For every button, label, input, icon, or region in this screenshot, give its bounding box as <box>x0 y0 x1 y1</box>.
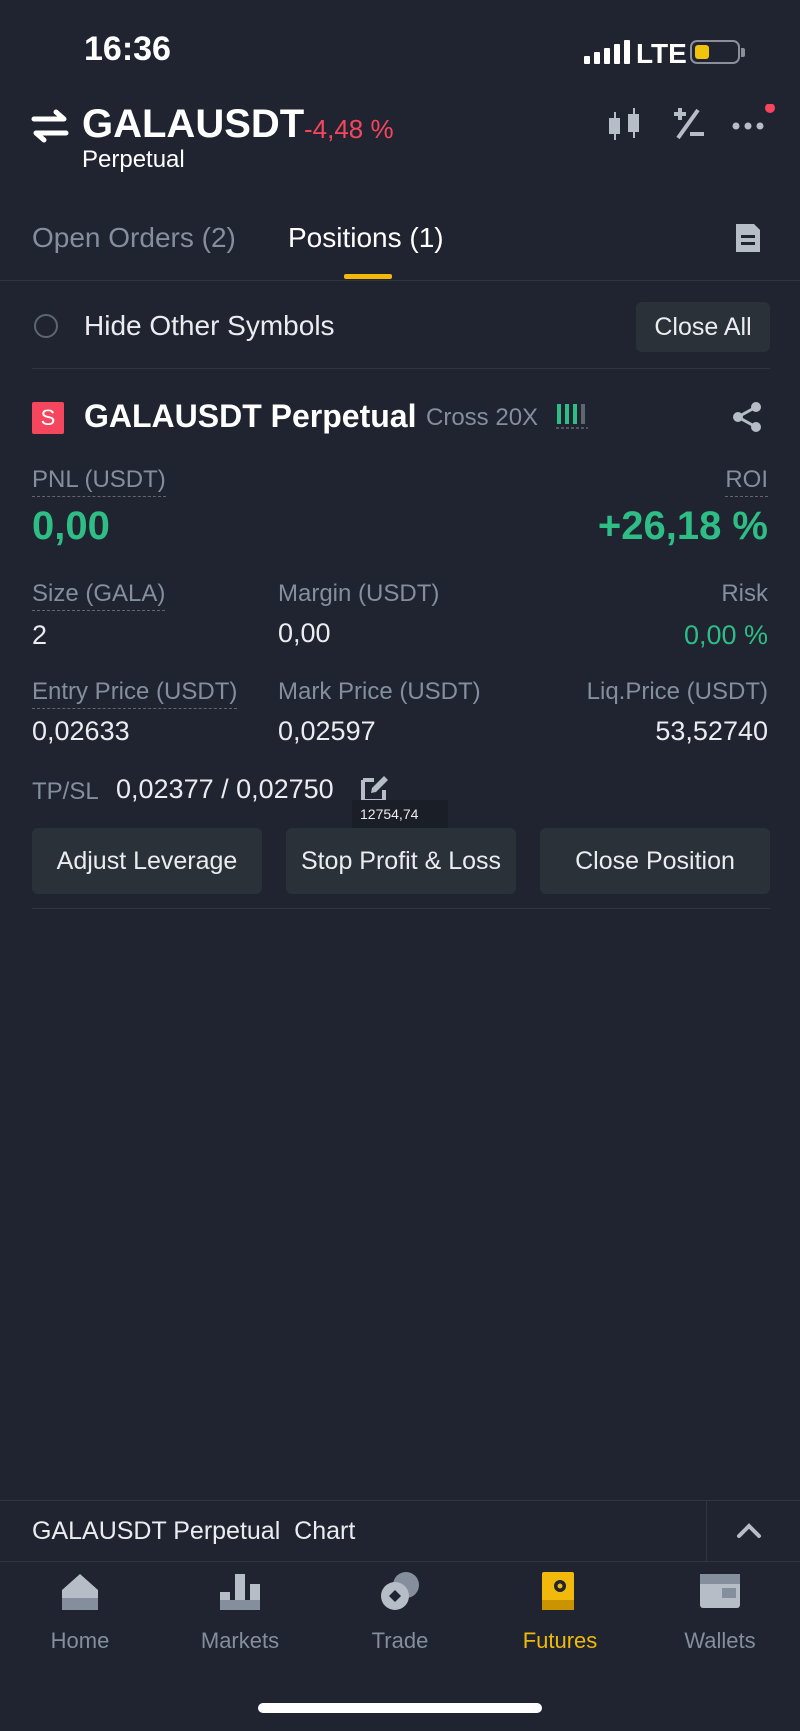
nav-trade[interactable]: Trade <box>320 1570 480 1654</box>
signal-icon <box>584 40 630 64</box>
mark-price-value: 0,02597 <box>278 716 376 746</box>
close-position-button[interactable]: Close Position <box>540 828 770 894</box>
tab-open-orders[interactable]: Open Orders (2) <box>32 222 236 253</box>
roi-value: +26,18 % <box>597 504 768 548</box>
adl-bars-icon <box>556 404 588 429</box>
chart-drawer-label: GALAUSDT Perpetual Chart <box>32 1517 356 1545</box>
risk-label: Risk <box>721 580 768 607</box>
position-title[interactable]: GALAUSDT Perpetual <box>84 398 417 434</box>
futures-icon <box>542 1572 574 1610</box>
size-label: Size (GALA) <box>32 580 166 611</box>
nav-markets-label: Markets <box>200 1628 280 1653</box>
nav-trade-label: Trade <box>371 1628 429 1653</box>
nav-markets[interactable]: Markets <box>160 1570 320 1654</box>
liq-price-label: Liq.Price (USDT) <box>586 678 768 705</box>
margin-label: Margin (USDT) <box>278 580 440 607</box>
margin-value: 0,00 <box>278 618 331 648</box>
active-tab-indicator <box>344 274 392 279</box>
home-icon <box>62 1574 98 1610</box>
nav-home[interactable]: Home <box>0 1570 160 1654</box>
risk-value: 0,00 % <box>683 620 768 650</box>
swap-icon[interactable] <box>30 108 70 144</box>
divider <box>32 368 770 369</box>
size-value: 2 <box>32 620 48 650</box>
hide-symbols-radio[interactable] <box>34 314 58 338</box>
tab-bar: Open Orders (2) Positions (1) <box>0 200 800 281</box>
wallet-icon <box>700 1574 740 1608</box>
contract-type: Perpetual <box>82 146 185 173</box>
share-icon[interactable] <box>730 400 764 434</box>
divider <box>706 1501 707 1561</box>
tpsl-value: 0,02377 / 0,02750 <box>116 774 334 804</box>
stop-profit-loss-button[interactable]: Stop Profit & Loss <box>286 828 516 894</box>
nav-futures[interactable]: Futures <box>480 1570 640 1654</box>
pnl-label: PNL (USDT) <box>32 466 166 497</box>
tpsl-label: TP/SL <box>32 778 99 805</box>
margin-mode[interactable]: Cross 20X <box>426 404 539 431</box>
adjust-leverage-button[interactable]: Adjust Leverage <box>32 828 262 894</box>
mark-price-label: Mark Price (USDT) <box>278 678 481 705</box>
nav-home-label: Home <box>50 1628 110 1653</box>
nav-wallets-label: Wallets <box>684 1628 756 1653</box>
close-all-button[interactable]: Close All <box>636 302 770 352</box>
entry-price-label: Entry Price (USDT) <box>32 678 238 709</box>
price-change: -4,48 % <box>304 114 394 144</box>
tab-positions[interactable]: Positions (1) <box>288 222 444 253</box>
document-icon[interactable] <box>734 222 762 254</box>
nav-wallets[interactable]: Wallets <box>640 1570 800 1654</box>
hide-symbols-label[interactable]: Hide Other Symbols <box>84 310 335 341</box>
battery-icon <box>690 40 745 64</box>
markets-icon <box>220 1574 260 1610</box>
divider <box>32 908 770 909</box>
roi-label: ROI <box>725 466 768 497</box>
trade-icon <box>381 1572 419 1610</box>
entry-price-value: 0,02633 <box>32 716 130 746</box>
plus-minus-icon[interactable] <box>670 104 706 144</box>
candlestick-icon[interactable] <box>606 104 644 144</box>
side-badge: S <box>32 402 64 434</box>
symbol-title[interactable]: GALAUSDT <box>82 102 305 146</box>
pnl-value: 0,00 <box>32 504 110 548</box>
nav-futures-label: Futures <box>522 1628 598 1653</box>
liq-price-value: 53,52740 <box>655 716 768 746</box>
chevron-up-icon[interactable] <box>736 1519 762 1541</box>
chart-drawer[interactable]: GALAUSDT Perpetual Chart <box>0 1500 800 1562</box>
network-type: LTE <box>636 38 687 69</box>
home-indicator[interactable] <box>258 1703 542 1713</box>
tooltip: 12754,74 <box>352 800 448 832</box>
more-icon[interactable] <box>730 104 776 144</box>
status-time: 16:36 <box>84 30 171 68</box>
